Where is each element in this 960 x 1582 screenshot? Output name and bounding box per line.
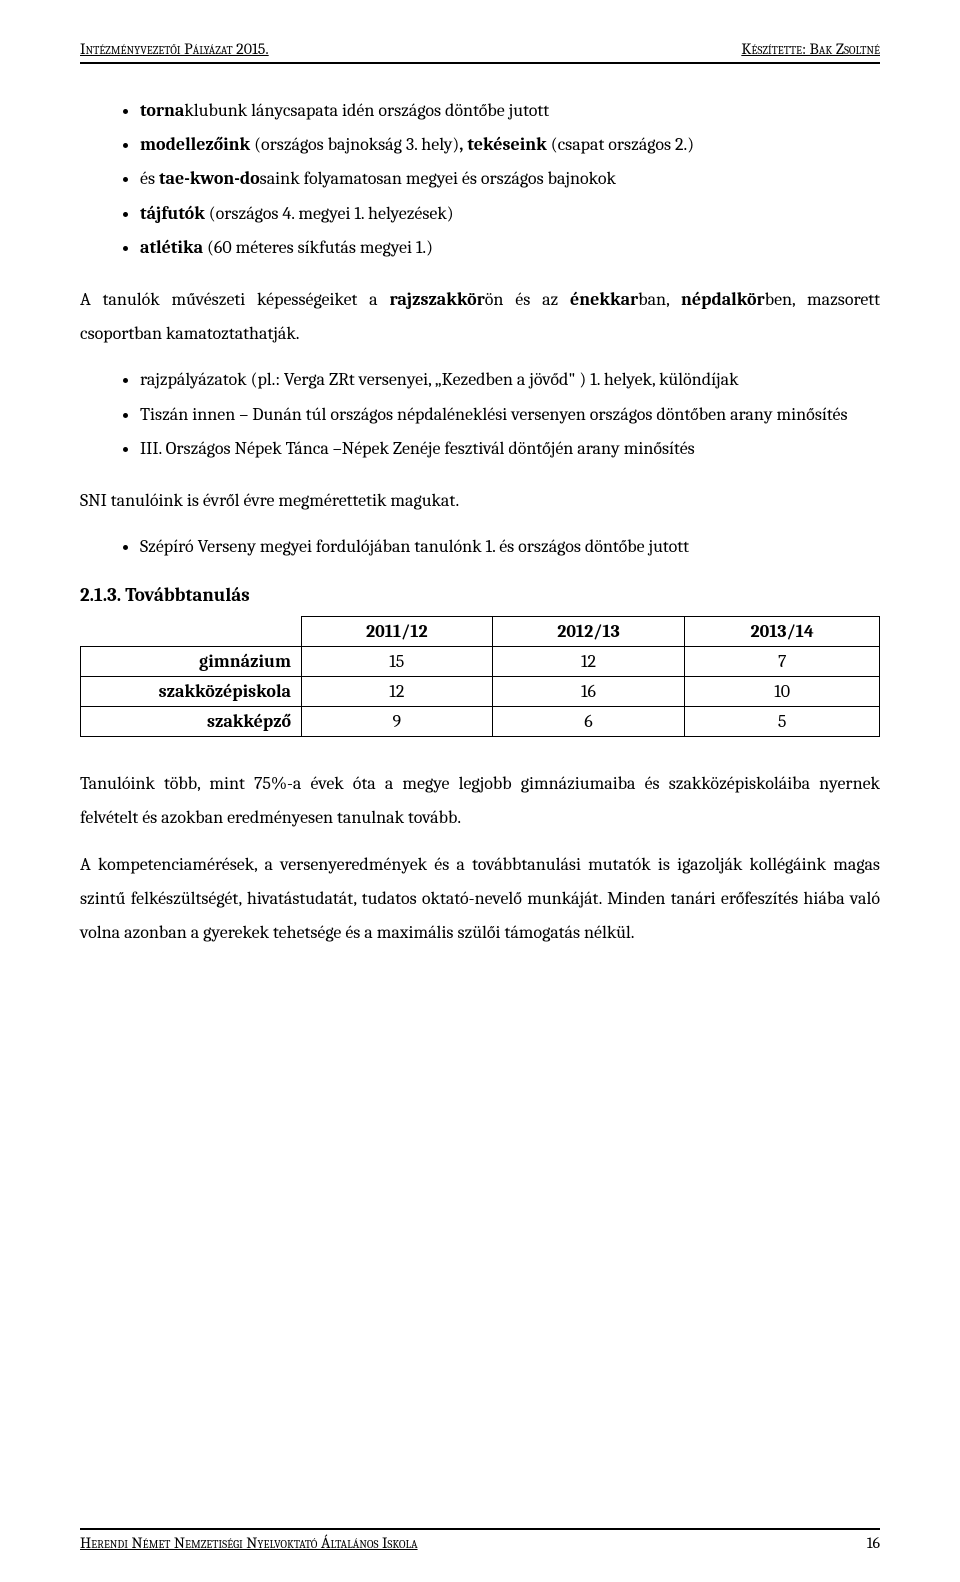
continuation-table: 2011/12 2012/13 2013/14 gimnázium 15 12 … <box>80 616 880 737</box>
table-row: gimnázium 15 12 7 <box>81 647 880 677</box>
list-item: és tae-kwon-dosaink folyamatosan megyei … <box>140 162 880 196</box>
page-number: 16 <box>867 1534 880 1552</box>
table-row-header: gimnázium <box>81 647 302 677</box>
header-left: Intézményvezetői Pályázat 2015. <box>80 40 269 58</box>
table-col-header: 2012/13 <box>492 617 685 647</box>
table-row: szakképző 9 6 5 <box>81 707 880 737</box>
section-heading: 2.1.3. Továbbtanulás <box>80 584 880 606</box>
list-item: rajzpályázatok (pl.: Verga ZRt versenyei… <box>140 363 880 397</box>
paragraph-arts: A tanulók művészeti képességeiket a rajz… <box>80 283 880 351</box>
table-cell: 12 <box>492 647 685 677</box>
paragraph-conclusion: A kompetenciamérések, a versenyeredménye… <box>80 848 880 951</box>
paragraph-sni: SNI tanulóink is évről évre megméretteti… <box>80 484 880 518</box>
table-empty-corner <box>81 617 302 647</box>
page-header: Intézményvezetői Pályázat 2015. Készítet… <box>80 40 880 64</box>
table-cell: 9 <box>302 707 493 737</box>
table-cell: 6 <box>492 707 685 737</box>
table-cell: 10 <box>685 677 880 707</box>
list-item: atlétika (60 méteres síkfutás megyei 1.) <box>140 231 880 265</box>
page-footer: Herendi Német Nemzetiségi Nyelvoktató Ál… <box>80 1528 880 1552</box>
list-item: modellezőink (országos bajnokság 3. hely… <box>140 128 880 162</box>
table-row: szakközépiskola 12 16 10 <box>81 677 880 707</box>
bullet-list-sports: tornaklubunk lánycsapata idén országos d… <box>80 94 880 265</box>
document-page: Intézményvezetői Pályázat 2015. Készítet… <box>0 0 960 1582</box>
table-cell: 7 <box>685 647 880 677</box>
table-cell: 12 <box>302 677 493 707</box>
table-cell: 15 <box>302 647 493 677</box>
table-col-header: 2013/14 <box>685 617 880 647</box>
table-row-header: szakközépiskola <box>81 677 302 707</box>
list-item: tájfutók (országos 4. megyei 1. helyezés… <box>140 197 880 231</box>
table-col-header: 2011/12 <box>302 617 493 647</box>
paragraph-admission: Tanulóink több, mint 75%-a évek óta a me… <box>80 767 880 835</box>
bullet-list-arts: rajzpályázatok (pl.: Verga ZRt versenyei… <box>80 363 880 466</box>
footer-left: Herendi Német Nemzetiségi Nyelvoktató Ál… <box>80 1534 418 1552</box>
list-item: III. Országos Népek Tánca –Népek Zenéje … <box>140 432 880 466</box>
header-right: Készítette: Bak Zsoltné <box>741 40 880 58</box>
list-item: Tiszán innen – Dunán túl országos népdal… <box>140 398 880 432</box>
table-cell: 16 <box>492 677 685 707</box>
list-item: tornaklubunk lánycsapata idén országos d… <box>140 94 880 128</box>
bullet-list-sni: Szépíró Verseny megyei fordulójában tanu… <box>80 530 880 564</box>
table-row-header: szakképző <box>81 707 302 737</box>
table-cell: 5 <box>685 707 880 737</box>
list-item: Szépíró Verseny megyei fordulójában tanu… <box>140 530 880 564</box>
table-header-row: 2011/12 2012/13 2013/14 <box>81 617 880 647</box>
